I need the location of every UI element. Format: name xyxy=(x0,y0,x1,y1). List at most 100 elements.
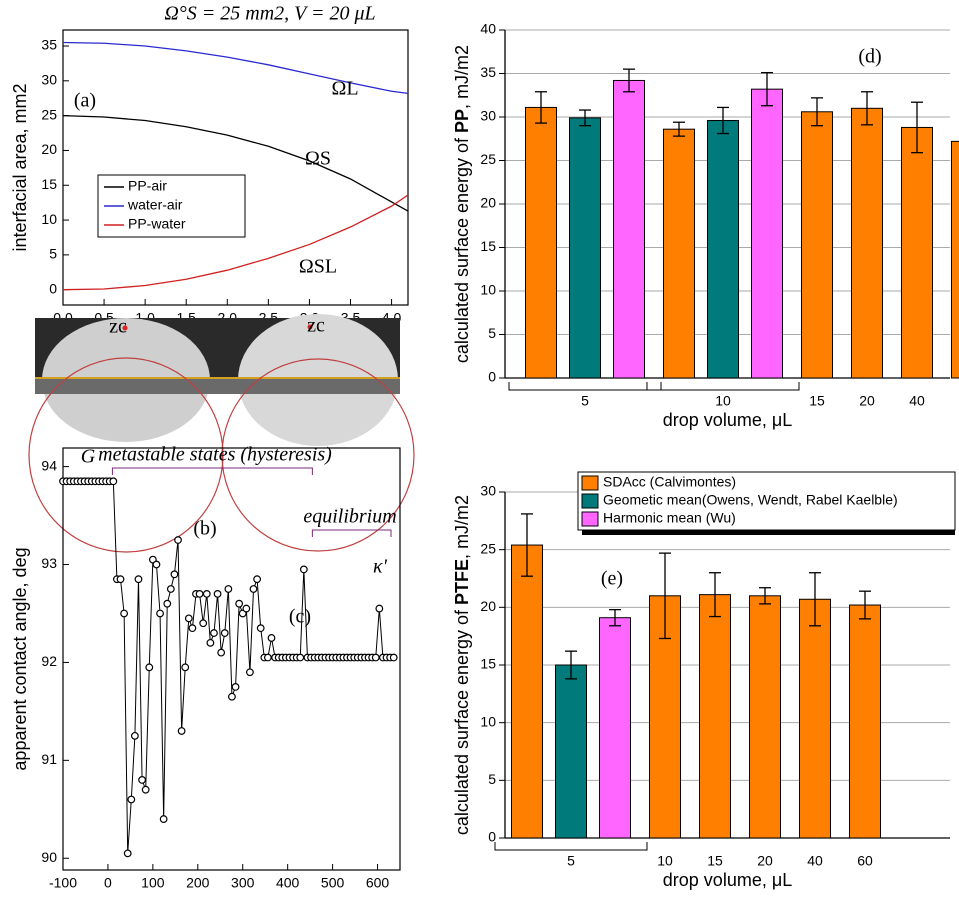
y-tick-label: 92 xyxy=(41,653,57,669)
x-tick-label: 400 xyxy=(276,875,300,891)
legend-label: SDAcc (Calvimontes) xyxy=(603,474,736,490)
y-tick-label: 25 xyxy=(480,151,496,167)
y-tick-label: 30 xyxy=(480,483,496,499)
bar xyxy=(850,605,881,838)
y-tick-label: 0 xyxy=(488,369,496,385)
data-point xyxy=(236,600,243,607)
data-point xyxy=(142,786,149,793)
data-point xyxy=(175,537,182,544)
x-tick-label: 40 xyxy=(807,853,823,869)
bar xyxy=(600,618,631,838)
legend-label: PP-water xyxy=(128,216,186,232)
data-point xyxy=(196,591,203,598)
data-point xyxy=(186,615,193,622)
data-point xyxy=(225,586,232,593)
annotation: (d) xyxy=(858,46,881,68)
y-tick-label: 20 xyxy=(480,598,496,614)
data-point xyxy=(182,664,189,671)
bar xyxy=(800,599,831,838)
x-tick-label: 600 xyxy=(366,875,390,891)
annotation: zc xyxy=(307,315,325,337)
legend-swatch xyxy=(582,512,598,526)
annotation: zc xyxy=(109,316,127,338)
data-point xyxy=(128,796,135,803)
data-point xyxy=(257,625,264,632)
data-point xyxy=(200,620,207,627)
data-point xyxy=(157,610,164,617)
data-point xyxy=(164,600,171,607)
data-point xyxy=(203,591,210,598)
data-point xyxy=(117,576,124,583)
data-point xyxy=(301,566,308,573)
y-tick-label: 10 xyxy=(480,713,496,729)
bar xyxy=(952,141,959,378)
y-tick-label: 15 xyxy=(480,656,496,672)
annotation: (a) xyxy=(74,90,96,112)
x-tick-label: 15 xyxy=(707,853,723,869)
photo-floor xyxy=(35,378,400,394)
y-axis-label-part: PP xyxy=(452,109,472,133)
data-point xyxy=(110,478,117,485)
annotation: metastable states (hysteresis) xyxy=(98,444,332,466)
y-tick-label: 5 xyxy=(49,246,57,262)
y-tick-label: 15 xyxy=(41,176,57,192)
y-axis-label-part: , mJ/m2 xyxy=(452,495,472,559)
annotation: (c) xyxy=(289,606,311,628)
y-tick-label: 20 xyxy=(480,195,496,211)
annotation: (e) xyxy=(601,568,623,590)
legend-label: Geometic mean(Owens, Wendt, Rabel Kaelbl… xyxy=(603,492,898,508)
y-axis-label: calculated surface energy of PP, mJ/m2 xyxy=(452,45,472,363)
y-tick-label: 94 xyxy=(41,457,57,473)
y-tick-label: 10 xyxy=(480,282,496,298)
y-tick-label: 5 xyxy=(488,325,496,341)
legend-shadow xyxy=(582,530,955,535)
x-tick-label: 15 xyxy=(809,393,825,409)
data-point xyxy=(376,605,383,612)
y-axis-label-part: PTFE xyxy=(452,559,472,605)
y-tick-label: 90 xyxy=(41,849,57,865)
y-tick-label: 30 xyxy=(41,72,57,88)
bar xyxy=(700,595,731,838)
annotation: ΩSL xyxy=(299,256,337,278)
bar xyxy=(708,120,739,378)
y-tick-label: 0 xyxy=(49,280,57,296)
data-point xyxy=(135,576,142,583)
annotation: ΩL xyxy=(331,78,358,100)
legend-swatch xyxy=(582,494,598,508)
data-point xyxy=(254,576,261,583)
data-point xyxy=(232,684,239,691)
chart-title: Ω°S = 25 mm2, V = 20 μL xyxy=(164,3,375,25)
y-axis-label-part: , mJ/m2 xyxy=(452,45,472,109)
data-point xyxy=(268,635,275,642)
data-point xyxy=(124,850,131,857)
y-tick-label: 20 xyxy=(41,141,57,157)
annotation: (b) xyxy=(193,518,216,540)
bar xyxy=(664,129,695,378)
x-tick-label: 5 xyxy=(567,853,575,869)
y-tick-label: 35 xyxy=(480,64,496,80)
y-axis-label-part: calculated surface energy of xyxy=(452,133,472,363)
annotation: equilibrium xyxy=(303,506,396,528)
data-point xyxy=(221,630,228,637)
y-tick-label: 93 xyxy=(41,555,57,571)
x-tick-label: 20 xyxy=(757,853,773,869)
x-axis-label: drop volume, μL xyxy=(663,410,792,430)
x-tick-label: 100 xyxy=(141,875,165,891)
data-point xyxy=(121,610,128,617)
data-point xyxy=(153,561,160,568)
data-point xyxy=(265,654,272,661)
data-point xyxy=(132,733,139,740)
y-tick-label: 25 xyxy=(41,106,57,122)
bar xyxy=(752,89,783,378)
data-point xyxy=(178,728,185,735)
bar xyxy=(802,112,833,378)
x-tick-label: 300 xyxy=(231,875,255,891)
y-tick-label: 91 xyxy=(41,751,57,767)
data-point xyxy=(218,649,225,656)
data-point xyxy=(146,664,153,671)
data-point xyxy=(390,654,397,661)
bar xyxy=(526,107,557,378)
y-tick-label: 30 xyxy=(480,108,496,124)
data-point xyxy=(250,586,257,593)
y-tick-label: 25 xyxy=(480,540,496,556)
